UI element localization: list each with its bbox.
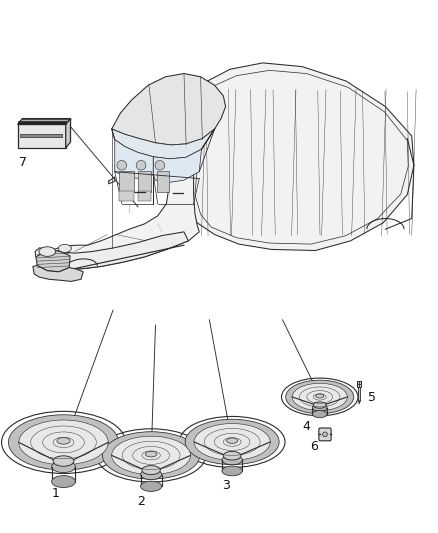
Polygon shape	[358, 401, 360, 404]
Ellipse shape	[292, 383, 347, 410]
Polygon shape	[112, 129, 215, 159]
Ellipse shape	[222, 455, 242, 465]
Ellipse shape	[145, 451, 157, 457]
Bar	[358, 387, 360, 401]
Bar	[138, 171, 151, 192]
Ellipse shape	[226, 438, 238, 443]
Ellipse shape	[53, 456, 74, 466]
Text: 4: 4	[303, 420, 311, 433]
Polygon shape	[18, 125, 66, 148]
Ellipse shape	[316, 394, 324, 398]
Polygon shape	[36, 249, 70, 272]
Text: 7: 7	[19, 156, 27, 169]
Ellipse shape	[313, 402, 326, 408]
FancyBboxPatch shape	[319, 428, 331, 441]
Ellipse shape	[194, 424, 270, 461]
Polygon shape	[115, 140, 153, 179]
Ellipse shape	[185, 419, 279, 465]
Ellipse shape	[112, 436, 191, 474]
Polygon shape	[112, 74, 226, 145]
Bar	[119, 191, 134, 201]
Ellipse shape	[136, 160, 146, 170]
Polygon shape	[18, 119, 71, 125]
Ellipse shape	[52, 475, 75, 488]
Text: 6: 6	[311, 440, 318, 453]
Ellipse shape	[141, 481, 162, 491]
Polygon shape	[33, 265, 83, 281]
Polygon shape	[66, 119, 71, 148]
Bar	[157, 171, 169, 192]
Bar	[138, 191, 151, 201]
Ellipse shape	[102, 432, 200, 479]
Ellipse shape	[322, 432, 327, 437]
Ellipse shape	[141, 470, 162, 480]
Ellipse shape	[312, 410, 327, 418]
Bar	[119, 171, 134, 192]
Polygon shape	[39, 79, 199, 269]
Polygon shape	[188, 63, 414, 251]
Text: 3: 3	[223, 479, 230, 491]
Ellipse shape	[312, 404, 327, 411]
Text: 2: 2	[138, 495, 145, 507]
Ellipse shape	[117, 160, 127, 170]
Polygon shape	[35, 232, 188, 269]
Bar	[20, 134, 62, 137]
Ellipse shape	[52, 461, 75, 473]
Ellipse shape	[207, 430, 258, 454]
Ellipse shape	[222, 466, 242, 476]
Ellipse shape	[142, 466, 160, 474]
Bar	[18, 121, 66, 125]
Ellipse shape	[223, 451, 241, 460]
Ellipse shape	[39, 247, 56, 256]
Polygon shape	[153, 149, 201, 182]
Ellipse shape	[155, 160, 165, 170]
Ellipse shape	[286, 380, 354, 414]
Ellipse shape	[57, 438, 70, 444]
Text: 5: 5	[368, 391, 376, 403]
Ellipse shape	[301, 388, 338, 406]
Ellipse shape	[125, 442, 177, 468]
Ellipse shape	[34, 427, 93, 457]
Ellipse shape	[8, 415, 119, 470]
Ellipse shape	[19, 420, 108, 465]
Bar	[357, 381, 361, 387]
Text: 1: 1	[52, 487, 60, 499]
Ellipse shape	[58, 244, 71, 253]
